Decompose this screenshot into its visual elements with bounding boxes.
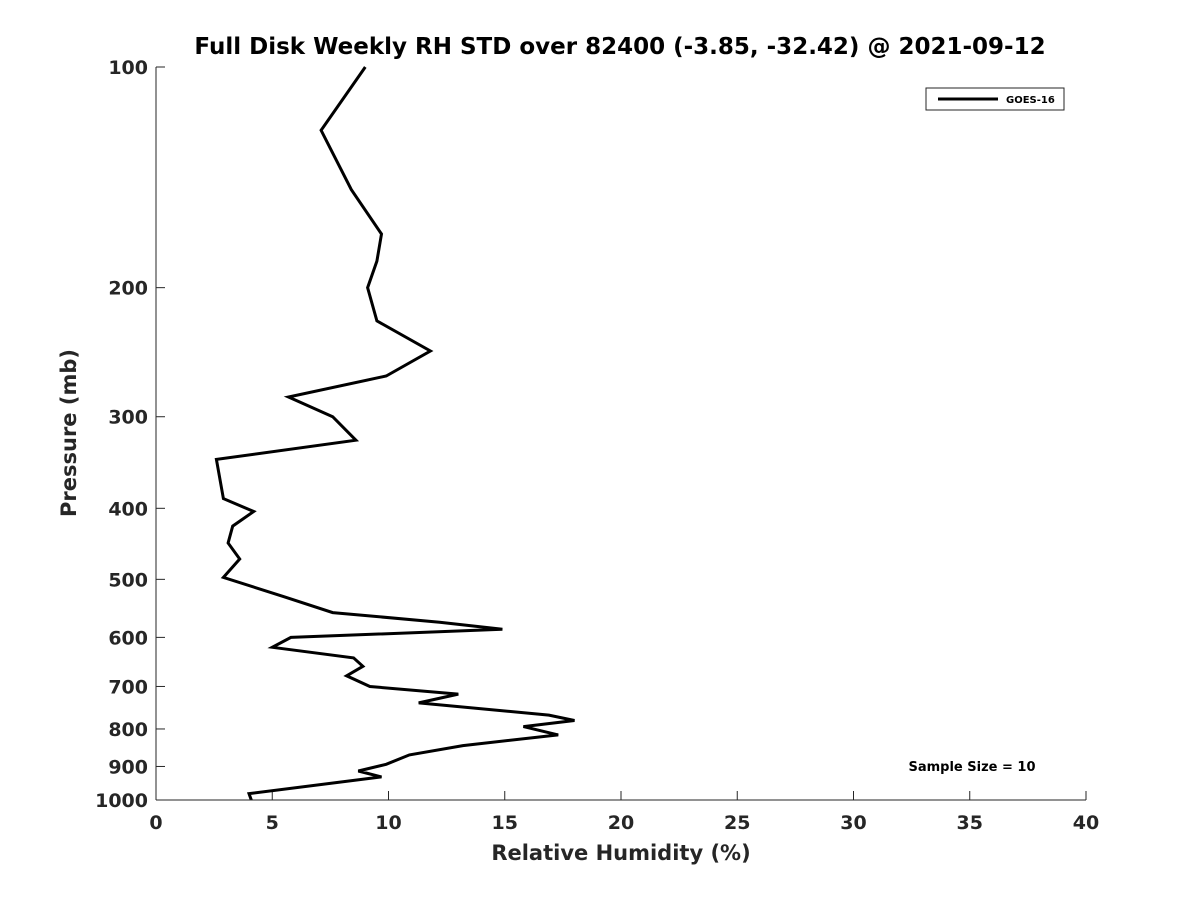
legend: GOES-16	[925, 87, 1065, 111]
chart-title: Full Disk Weekly RH STD over 82400 (-3.8…	[194, 34, 1045, 60]
series-line-goes-16	[214, 66, 575, 801]
y-tick-label: 800	[108, 719, 148, 741]
plot-area	[156, 67, 1086, 800]
x-tick-label: 35	[957, 812, 983, 834]
x-tick-label: 5	[266, 812, 279, 834]
x-tick-label: 10	[375, 812, 401, 834]
x-tick-label: 0	[149, 812, 162, 834]
y-tick-label: 500	[108, 569, 148, 591]
x-tick-label: 25	[724, 812, 750, 834]
x-tick-label: 40	[1073, 812, 1099, 834]
sample-size-annotation: Sample Size = 10	[908, 760, 1035, 775]
series-group	[214, 66, 575, 801]
y-tick-label: 200	[108, 278, 148, 300]
y-axis-label: Pressure (mb)	[57, 349, 81, 517]
x-tick-label: 30	[840, 812, 866, 834]
y-tick-label: 300	[108, 407, 148, 429]
x-tick-label: 20	[608, 812, 634, 834]
y-tick-label: 600	[108, 627, 148, 649]
y-tick-label: 700	[108, 676, 148, 698]
x-tick-label: 15	[492, 812, 518, 834]
x-axis-label: Relative Humidity (%)	[491, 841, 750, 865]
y-tick-label: 400	[108, 498, 148, 520]
y-tick-label: 1000	[95, 790, 148, 812]
axis-ticks: 0 5 10 15 20 25 30 35 40 100 200 300 400 500 600 700 800…	[95, 57, 1099, 834]
y-tick-label: 100	[108, 57, 148, 79]
legend-label-goes-16: GOES-16	[1006, 95, 1055, 106]
y-tick-label: 900	[108, 756, 148, 778]
